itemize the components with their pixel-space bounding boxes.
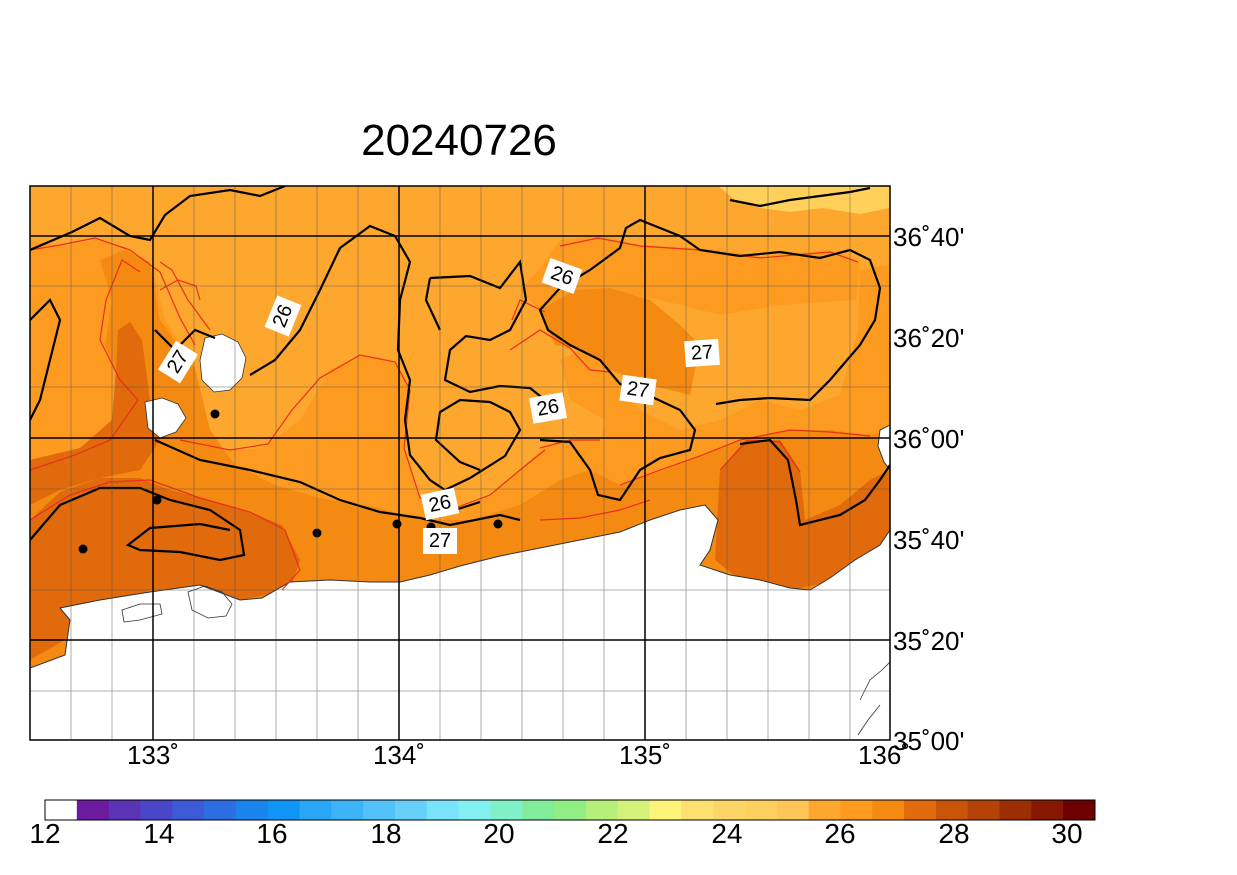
colorbar-tick: 14 <box>143 818 175 849</box>
colorbar-swatch <box>204 800 237 820</box>
colorbar-swatch <box>935 800 969 820</box>
colorbar-swatch <box>490 800 523 820</box>
land-east-coast <box>877 424 890 471</box>
contour-label: 27 <box>690 341 714 364</box>
station-dot <box>152 495 162 505</box>
map-frame <box>29 185 891 741</box>
colorbar-tick: 16 <box>256 818 288 849</box>
colorbar-swatch <box>840 800 873 820</box>
lat-label: 35˚00' <box>893 726 965 756</box>
coast-peninsula <box>857 661 890 736</box>
colorbar-swatch <box>235 800 269 820</box>
colorbar <box>45 800 1096 820</box>
lon-label: 133˚ <box>126 740 180 770</box>
warm-region-26-north <box>520 235 860 315</box>
colorbar-swatch <box>395 800 428 820</box>
colorbar-swatch <box>872 800 905 820</box>
lat-label: 36˚20' <box>893 323 965 353</box>
colorbar-swatch <box>904 800 937 820</box>
lon-label: 134˚ <box>372 740 426 770</box>
island-bay2 <box>187 585 233 619</box>
hot-region-28-east <box>715 440 890 590</box>
contour-label: 26 <box>535 395 561 421</box>
map-title: 20240726 <box>361 116 557 165</box>
colorbar-swatch <box>108 800 141 820</box>
colorbar-swatch <box>649 800 682 820</box>
colorbar-swatch <box>522 800 555 820</box>
colorbar-swatch <box>999 800 1032 820</box>
lon-label: 135˚ <box>618 740 672 770</box>
station-dot <box>210 409 220 419</box>
lat-label: 35˚40' <box>893 525 965 555</box>
colorbar-tick: 18 <box>370 818 402 849</box>
colorbar-tick: 12 <box>29 818 61 849</box>
colorbar-swatch <box>745 800 778 820</box>
grid-major <box>30 186 890 740</box>
colorbar-swatch <box>681 800 714 820</box>
colorbar-tick: 30 <box>1051 818 1083 849</box>
colorbar-tick: 24 <box>711 818 743 849</box>
land-south <box>30 504 890 740</box>
contour-label: 27 <box>625 378 650 403</box>
colorbar-swatch <box>1063 800 1096 820</box>
colorbar-swatch <box>172 800 205 820</box>
station-dot <box>493 519 503 529</box>
contour-label-group: 26 26 26 26 27 27 27 27 <box>157 257 720 554</box>
colorbar-swatch <box>299 800 332 820</box>
colorbar-tick: 28 <box>938 818 970 849</box>
station-dot <box>392 519 402 529</box>
colorbar-tick: 26 <box>824 818 856 849</box>
colorbar-tick: 22 <box>597 818 629 849</box>
colorbar-swatch <box>554 800 587 820</box>
colorbar-swatch <box>585 800 619 820</box>
colorbar-swatch <box>267 800 301 820</box>
colorbar-frame <box>44 799 1096 821</box>
colorbar-swatch <box>426 800 460 820</box>
colorbar-swatch <box>76 800 110 820</box>
colorbar-swatch <box>331 800 364 820</box>
colorbar-swatch <box>363 800 396 820</box>
contour-label: 26 <box>427 491 453 517</box>
colorbar-swatch <box>776 800 810 820</box>
lat-label: 36˚00' <box>893 424 965 454</box>
colorbar-swatch <box>458 800 491 820</box>
island-small <box>144 397 187 439</box>
warm-region-27-east <box>540 288 700 395</box>
grid-fine <box>30 186 890 740</box>
colorbar-swatch <box>1031 800 1064 820</box>
lon-label: 136˚ <box>857 740 911 770</box>
colorbar-swatch <box>808 800 841 820</box>
colorbar-tick: 20 <box>483 818 515 849</box>
colorbar-swatch <box>713 800 746 820</box>
colorbar-swatch <box>45 800 78 820</box>
lat-label: 36˚40' <box>893 222 965 252</box>
station-dot <box>78 544 88 554</box>
colorbar-swatch <box>617 800 651 820</box>
island-bay <box>121 603 163 623</box>
colorbar-swatch <box>967 800 1001 820</box>
lat-label: 35˚20' <box>893 626 965 656</box>
contour-label: 27 <box>429 530 451 552</box>
colorbar-swatch <box>140 800 173 820</box>
island-north <box>199 333 247 393</box>
